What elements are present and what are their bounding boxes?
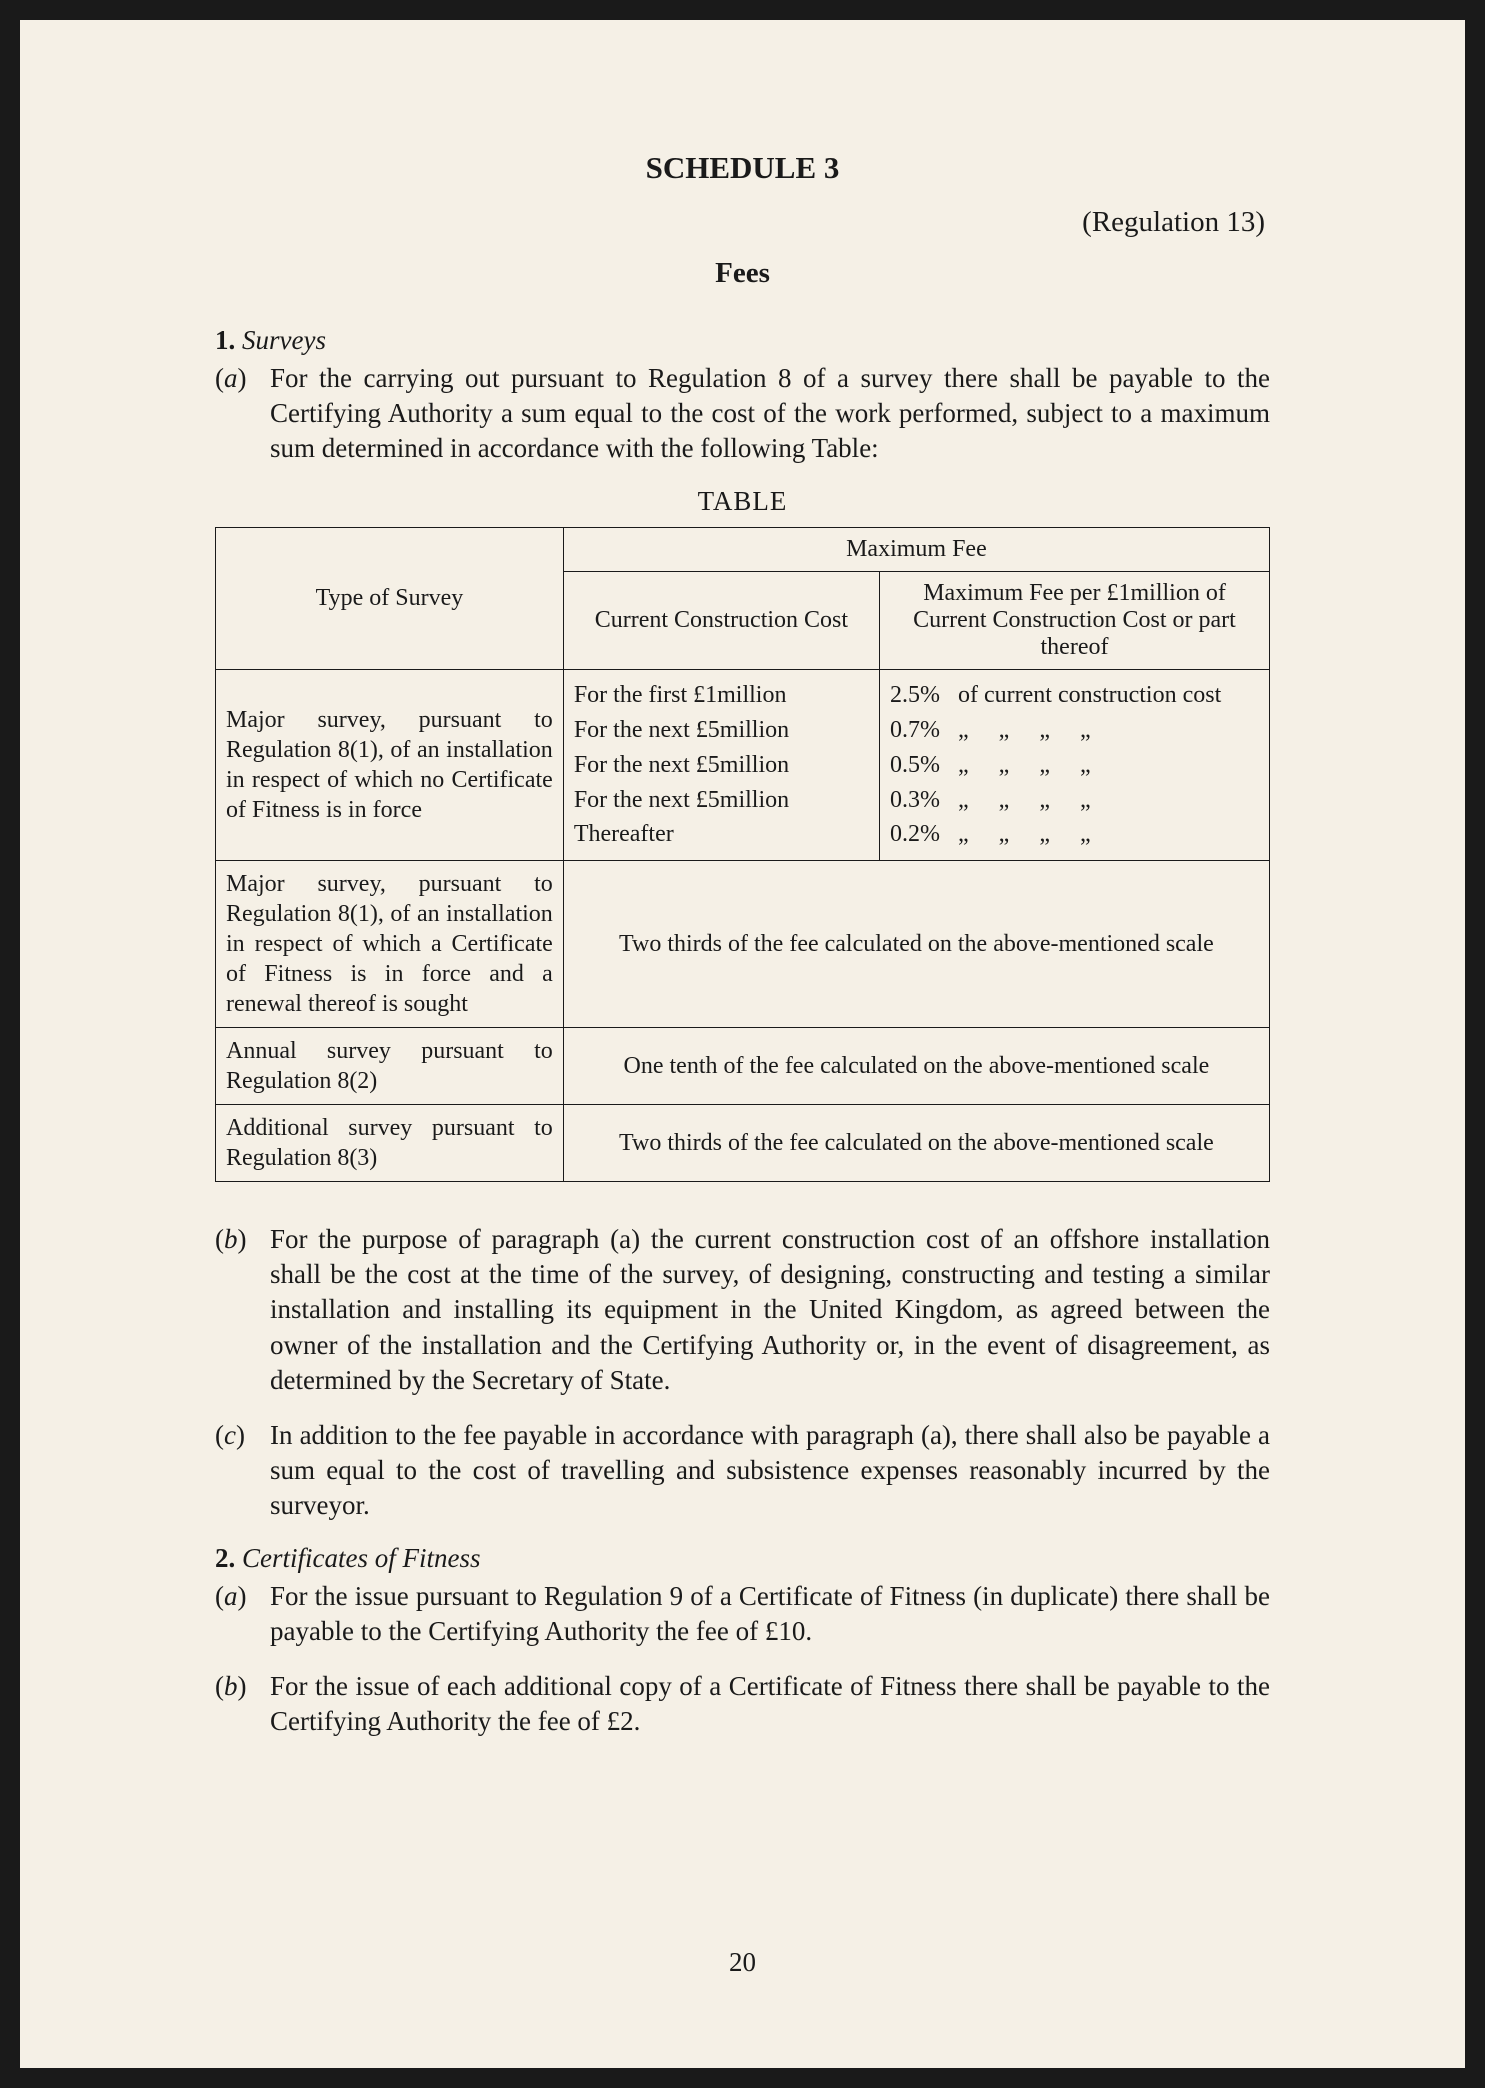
cc-line: Thereafter: [574, 817, 869, 852]
fees-subtitle: Fees: [215, 257, 1270, 290]
pct: 0.5%: [890, 748, 952, 783]
para-2b-text: For the issue of each additional copy of…: [270, 1669, 1270, 1739]
pct: 0.7%: [890, 713, 952, 748]
pct-suffix: of current construction cost: [958, 678, 1221, 713]
ditto: „: [1080, 817, 1091, 852]
cc-line: For the next £5million: [574, 713, 869, 748]
cc-line: For the next £5million: [574, 748, 869, 783]
pct: 0.2%: [890, 817, 952, 852]
row1-type: Major survey, pursuant to Regulation 8(1…: [216, 670, 564, 861]
para-2b: (b) For the issue of each additional cop…: [215, 1669, 1270, 1739]
th-maxfee: Maximum Fee: [563, 528, 1269, 572]
th-maxper: Maximum Fee per £1million of Current Con…: [880, 572, 1270, 670]
th-ccc: Current Construction Cost: [563, 572, 879, 670]
row2-type: Major survey, pursuant to Regulation 8(1…: [216, 861, 564, 1028]
ditto: „: [958, 713, 969, 748]
para-1c: (c) In addition to the fee payable in ac…: [215, 1418, 1270, 1523]
row1-cc: For the first £1million For the next £5m…: [563, 670, 879, 861]
ditto: „: [999, 817, 1010, 852]
ditto: „: [958, 783, 969, 818]
page-number: 20: [20, 1947, 1465, 1978]
table-label: TABLE: [215, 486, 1270, 517]
row4-type: Additional survey pursuant to Regulation…: [216, 1105, 564, 1182]
ditto: „: [1080, 713, 1091, 748]
table-row: Annual survey pursuant to Regulation 8(2…: [216, 1028, 1270, 1105]
section-1-name: Surveys: [242, 325, 326, 355]
ditto: „: [999, 713, 1010, 748]
fee-table: Type of Survey Maximum Fee Current Const…: [215, 527, 1270, 1182]
table-row: Major survey, pursuant to Regulation 8(1…: [216, 670, 1270, 861]
pct: 0.3%: [890, 783, 952, 818]
para-1b-text: For the purpose of paragraph (a) the cur…: [270, 1222, 1270, 1397]
ditto: „: [1080, 748, 1091, 783]
cc-line: For the next £5million: [574, 783, 869, 818]
schedule-title: SCHEDULE 3: [215, 150, 1270, 186]
section-1-number: 1.: [215, 325, 235, 355]
para-1b-label: (b): [215, 1222, 270, 1397]
row3-type: Annual survey pursuant to Regulation 8(2…: [216, 1028, 564, 1105]
para-2a-text: For the issue pursuant to Regulation 9 o…: [270, 1579, 1270, 1649]
cc-line: For the first £1million: [574, 678, 869, 713]
section-2-heading: 2. Certificates of Fitness: [215, 1543, 1270, 1574]
ditto: „: [1039, 748, 1050, 783]
row3-fee: One tenth of the fee calculated on the a…: [563, 1028, 1269, 1105]
ditto: „: [958, 748, 969, 783]
table-row: Major survey, pursuant to Regulation 8(1…: [216, 861, 1270, 1028]
ditto: „: [1039, 783, 1050, 818]
th-type: Type of Survey: [216, 528, 564, 670]
section-2-name: Certificates of Fitness: [242, 1543, 480, 1573]
para-2a: (a) For the issue pursuant to Regulation…: [215, 1579, 1270, 1649]
para-2b-label: (b): [215, 1669, 270, 1739]
para-1b: (b) For the purpose of paragraph (a) the…: [215, 1222, 1270, 1397]
para-2a-label: (a): [215, 1579, 270, 1649]
section-1-heading: 1. Surveys: [215, 325, 1270, 356]
section-2-number: 2.: [215, 1543, 235, 1573]
para-1a: (a) For the carrying out pursuant to Reg…: [215, 361, 1270, 466]
ditto: „: [1039, 713, 1050, 748]
para-1c-label: (c): [215, 1418, 270, 1523]
ditto: „: [1039, 817, 1050, 852]
ditto: „: [1080, 783, 1091, 818]
para-1c-text: In addition to the fee payable in accord…: [270, 1418, 1270, 1523]
table-row: Additional survey pursuant to Regulation…: [216, 1105, 1270, 1182]
regulation-reference: (Regulation 13): [215, 206, 1270, 239]
document-page: SCHEDULE 3 (Regulation 13) Fees 1. Surve…: [20, 20, 1465, 2068]
ditto: „: [999, 748, 1010, 783]
ditto: „: [958, 817, 969, 852]
pct: 2.5%: [890, 678, 952, 713]
para-1a-label: (a): [215, 361, 270, 466]
row2-fee: Two thirds of the fee calculated on the …: [563, 861, 1269, 1028]
para-1a-text: For the carrying out pursuant to Regulat…: [270, 361, 1270, 466]
ditto: „: [999, 783, 1010, 818]
row1-max: 2.5%of current construction cost 0.7%„„„…: [880, 670, 1270, 861]
row4-fee: Two thirds of the fee calculated on the …: [563, 1105, 1269, 1182]
